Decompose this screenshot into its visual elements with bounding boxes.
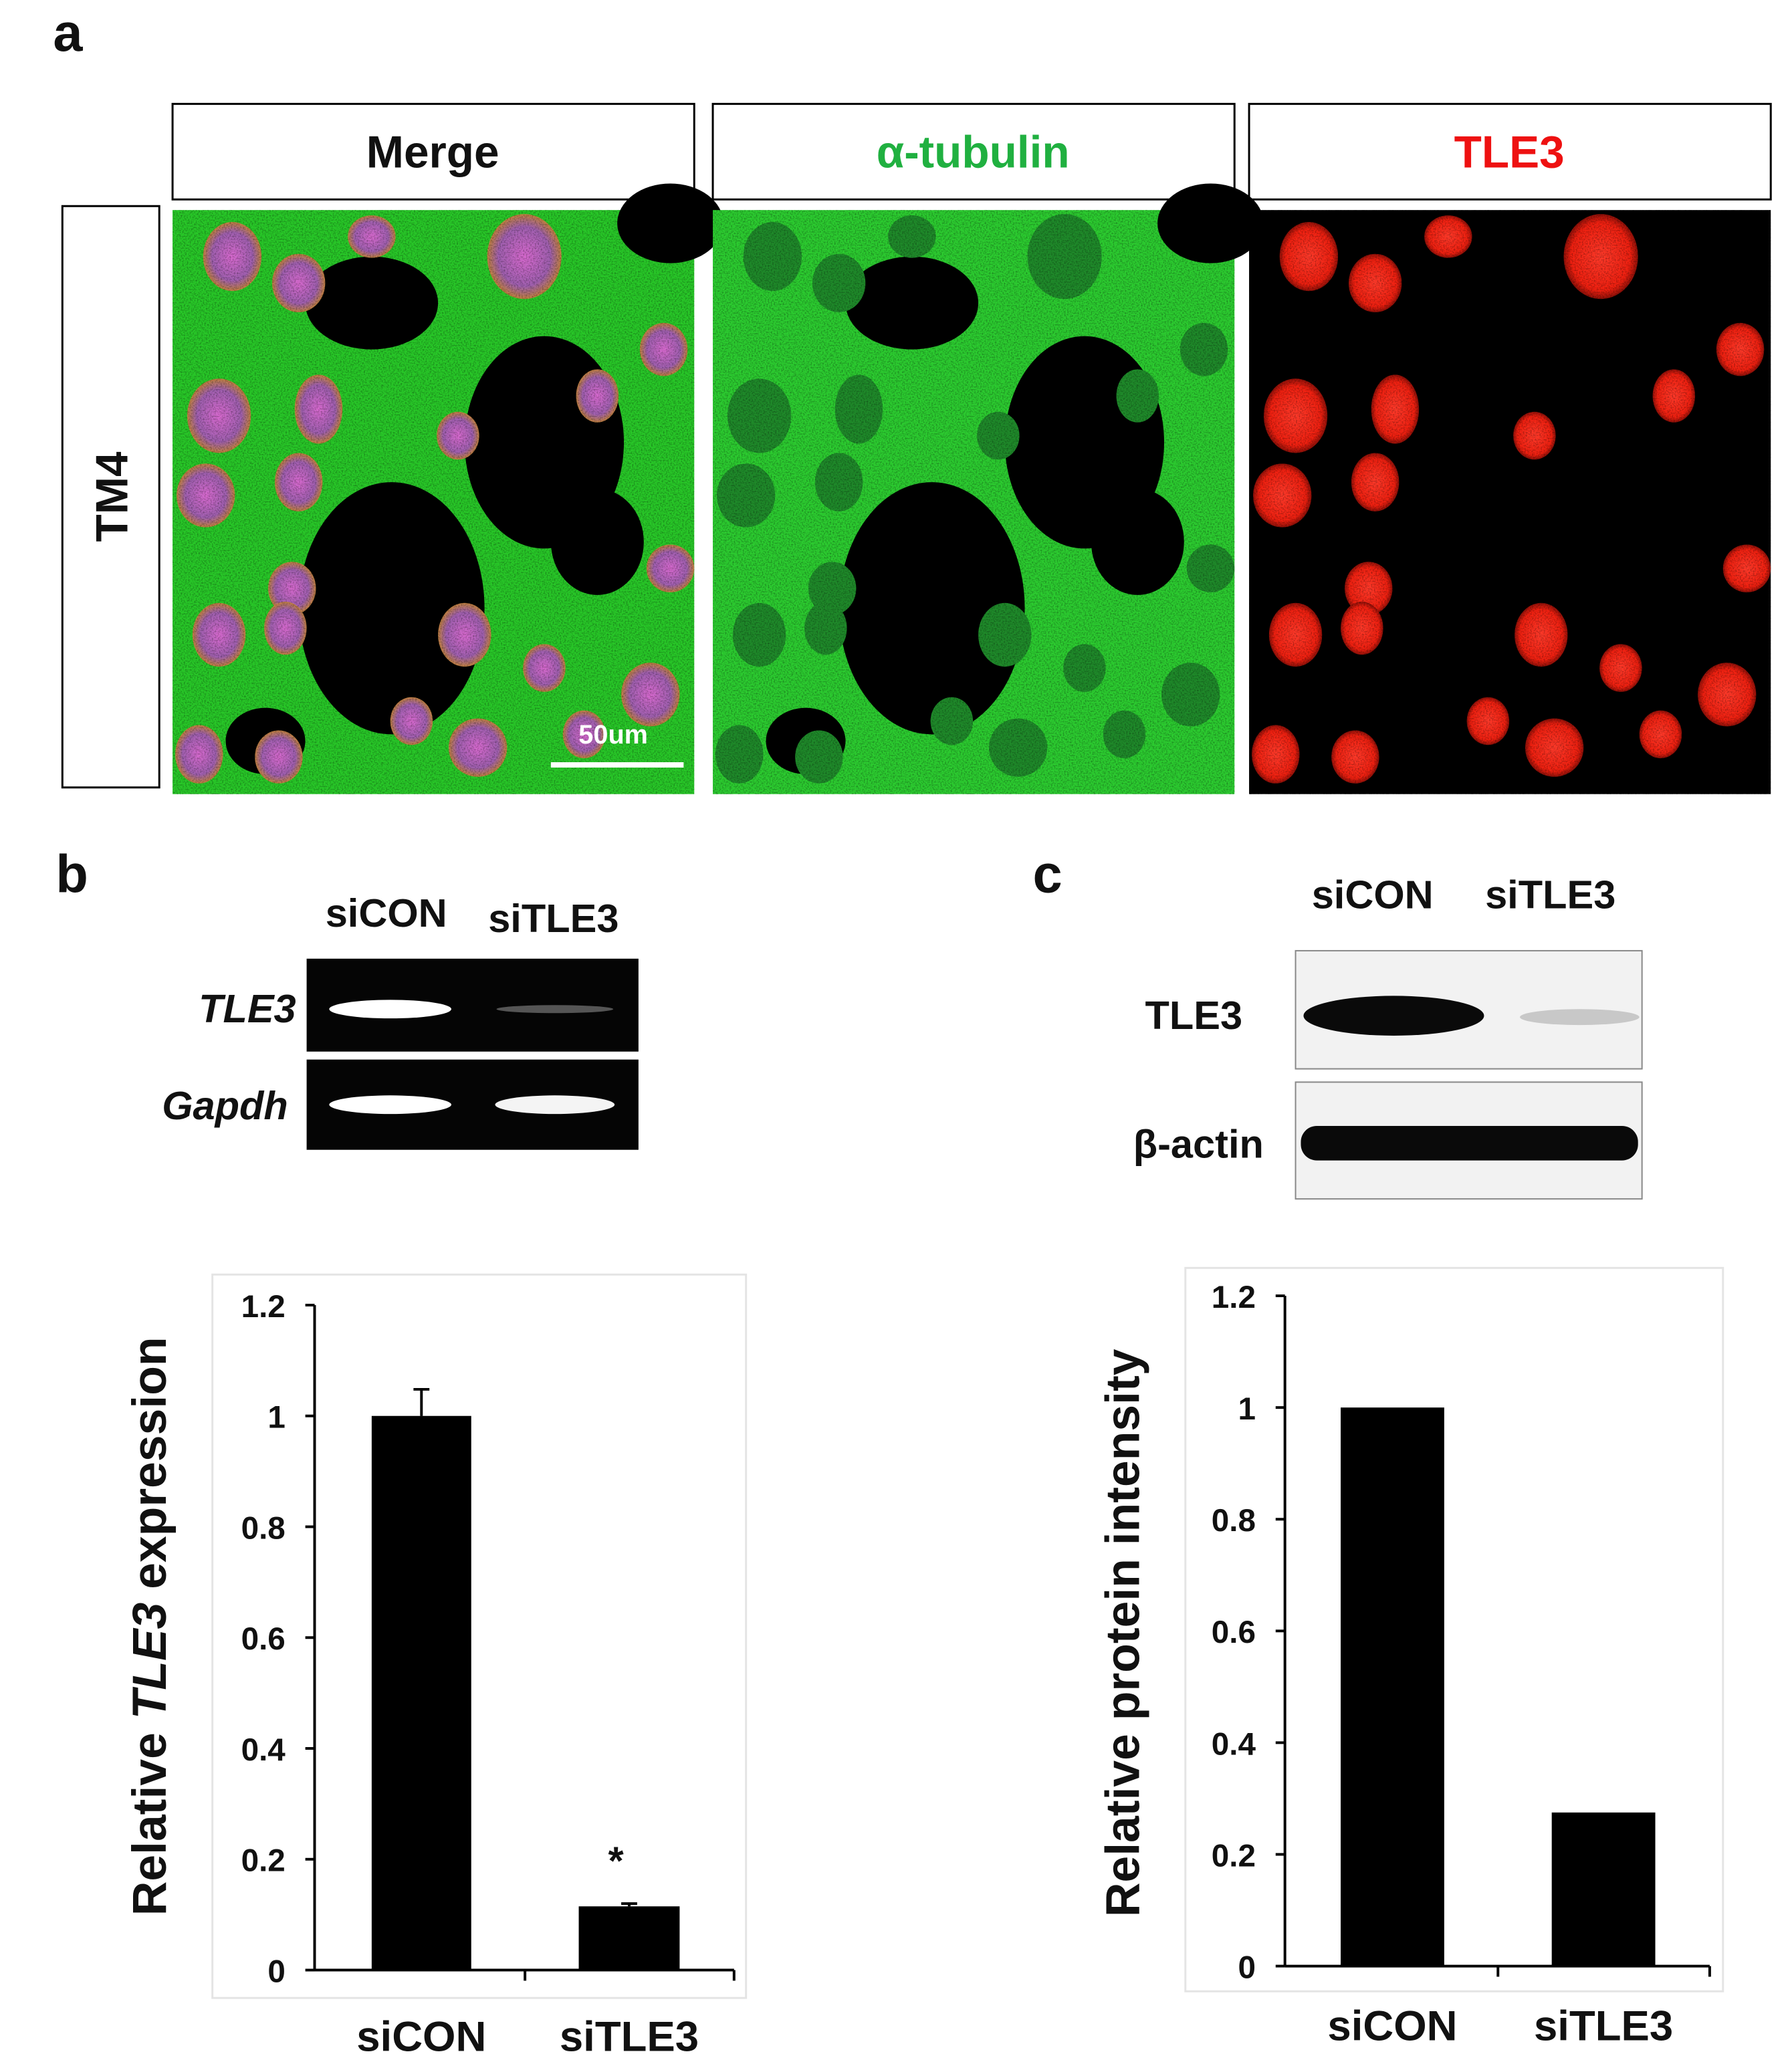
y-axis-label-part: expression — [123, 1337, 177, 1589]
y-tick-label: 1.2 — [241, 1289, 286, 1325]
significance-mark: * — [608, 1838, 625, 1883]
panel-label: a — [53, 3, 83, 62]
chart-frame — [1184, 1266, 1724, 1992]
x-tick-label: siTLE3 — [560, 2013, 699, 2061]
protein-label: β-actin — [1133, 1122, 1264, 1167]
row-label: TM4 — [88, 451, 138, 542]
lane-label: siCON — [1312, 872, 1434, 917]
y-tick-label: 0.6 — [1212, 1615, 1256, 1650]
y-axis-label: Relative TLE3 expression — [123, 1337, 177, 1916]
blot-band — [1303, 996, 1484, 1036]
bar — [578, 1906, 680, 1970]
column-header-box — [1248, 102, 1772, 201]
y-tick-label: 1 — [267, 1400, 286, 1436]
y-axis-label-part: TLE3 — [123, 1603, 177, 1720]
x-tick-label: siCON — [1327, 2002, 1457, 2050]
panel-label: c — [1032, 844, 1062, 904]
gene-label: TLE3 — [199, 986, 296, 1031]
column-header-box — [711, 102, 1236, 201]
gel-band — [329, 1000, 451, 1019]
y-tick-label: 0.8 — [1212, 1503, 1256, 1538]
error-bar — [413, 1387, 430, 1416]
y-tick-label: 0.4 — [241, 1732, 286, 1768]
gel-band — [329, 1095, 451, 1115]
charts: 0 0.2 0.4 0.6 0.8 1 1.2 siCON siTLE3 * Relative TLE… — [123, 1266, 1724, 2061]
y-tick-label: 0.6 — [241, 1621, 286, 1657]
texture — [1249, 210, 1771, 794]
protein-label: TLE3 — [1145, 993, 1243, 1038]
lane-label: siTLE3 — [1485, 872, 1615, 917]
texture — [713, 210, 1235, 794]
y-tick-label: 0 — [267, 1954, 286, 1989]
column-header: Merge — [366, 128, 499, 178]
y-axis-label-part: Relative — [123, 1732, 177, 1916]
micrographs — [173, 183, 1771, 794]
error-bar — [621, 1902, 637, 1907]
lane-label: siTLE3 — [488, 896, 619, 941]
column-header-box — [171, 102, 695, 201]
gel-band — [495, 1095, 615, 1115]
blot-band — [1520, 1009, 1640, 1026]
column-header: α-tubulin — [877, 128, 1070, 178]
column-header: TLE3 — [1454, 128, 1565, 178]
lane-label: siCON — [326, 891, 447, 935]
bar — [1341, 1407, 1444, 1966]
y-tick-label: 0.4 — [1212, 1726, 1256, 1762]
panel-label: b — [55, 844, 88, 904]
chart-frame — [211, 1273, 748, 1999]
y-tick-label: 0.8 — [241, 1510, 286, 1546]
bar — [1551, 1812, 1656, 1966]
row-label-box — [61, 205, 160, 789]
y-tick-label: 1 — [1238, 1391, 1256, 1427]
scale-bar-label: 50um — [578, 720, 648, 750]
x-tick-label: siTLE3 — [1534, 2002, 1673, 2050]
bar — [371, 1415, 471, 1970]
blot-band — [1301, 1125, 1638, 1161]
gel-band — [496, 1005, 614, 1014]
y-axis-label: Relative protein intensity — [1096, 1349, 1149, 1917]
y-tick-label: 1.2 — [1212, 1280, 1256, 1315]
texture — [173, 210, 695, 794]
y-tick-label: 0.2 — [1212, 1838, 1256, 1873]
x-tick-label: siCON — [356, 2013, 486, 2061]
gene-label: Gapdh — [162, 1083, 288, 1128]
y-tick-label: 0 — [1238, 1950, 1256, 1985]
y-tick-label: 0.2 — [241, 1843, 286, 1879]
y-axis-label-part: Relative protein intensity — [1096, 1349, 1149, 1917]
